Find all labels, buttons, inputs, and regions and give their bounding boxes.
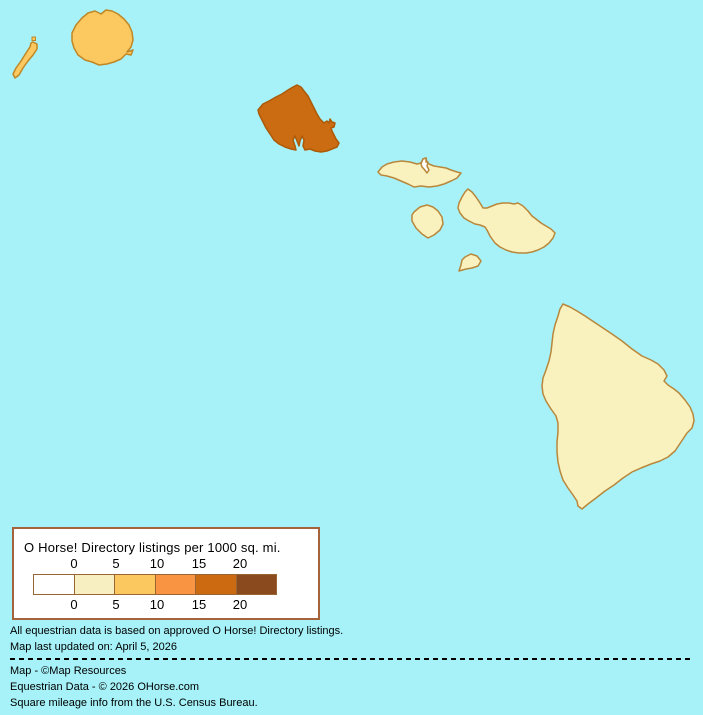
- island-lanai: [411, 204, 444, 239]
- island-molokai: [377, 157, 462, 188]
- legend-tick: 15: [191, 556, 207, 571]
- map-copyright-text: Map - ©Map Resources: [10, 665, 127, 677]
- islet-lehua: [31, 36, 36, 41]
- legend-tick: 0: [70, 597, 78, 612]
- legend-swatch-2: [114, 574, 156, 595]
- legend-tick: 10: [149, 556, 165, 571]
- legend-tick: 20: [232, 597, 248, 612]
- legend-ticks-top: 0 5 10 15 20: [14, 556, 318, 571]
- island-kahoolawe: [458, 253, 482, 272]
- legend-tick: 5: [112, 556, 120, 571]
- legend-swatch-4: [195, 574, 237, 595]
- legend-swatch-5: [235, 574, 277, 595]
- island-oahu: [257, 84, 340, 153]
- data-copyright-text: Equestrian Data - © 2026 OHorse.com: [10, 681, 200, 693]
- legend-swatch-3: [154, 574, 196, 595]
- island-niihau: [12, 41, 38, 79]
- census-credit-text: Square mileage info from the U.S. Census…: [10, 697, 258, 709]
- legend-title: O Horse! Directory listings per 1000 sq.…: [24, 540, 281, 555]
- legend-ticks-bottom: 0 5 10 15 20: [14, 597, 318, 612]
- legend-swatch-0: [33, 574, 75, 595]
- legend-tick: 15: [191, 597, 207, 612]
- legend-tick: 10: [149, 597, 165, 612]
- legend-color-ramp: [33, 574, 277, 595]
- legend-tick: 20: [232, 556, 248, 571]
- map-legend: O Horse! Directory listings per 1000 sq.…: [12, 527, 320, 620]
- legend-tick: 0: [70, 556, 78, 571]
- legend-swatch-1: [73, 574, 115, 595]
- island-maui: [457, 188, 556, 254]
- data-disclaimer-text: All equestrian data is based on approved…: [10, 625, 344, 637]
- dashed-separator: [10, 658, 691, 660]
- island-hawaii: [541, 303, 695, 510]
- legend-tick: 5: [112, 597, 120, 612]
- last-updated-text: Map last updated on: April 5, 2026: [10, 641, 177, 653]
- island-kauai: [71, 9, 134, 66]
- island-kalawao-county: [420, 157, 430, 174]
